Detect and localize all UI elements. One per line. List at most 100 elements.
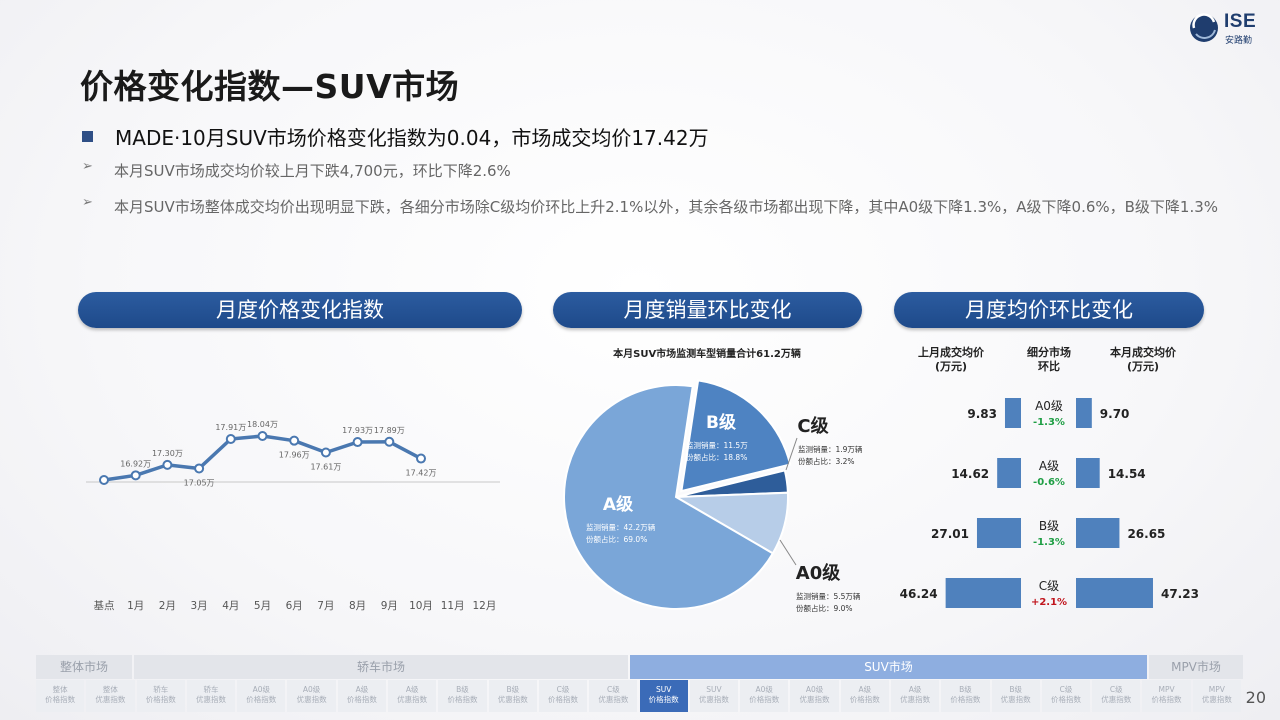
this-month-value: 26.65 — [1127, 527, 1165, 541]
last-month-value: 9.83 — [967, 407, 997, 421]
nav-sub-item-segment: MPV — [1208, 685, 1225, 694]
x-tick-label: 12月 — [472, 600, 496, 612]
header-segment-change: 细分市场 环比 — [1027, 346, 1071, 373]
slice-sales-label: 监测销量：42.2万辆 — [586, 522, 656, 532]
nav-sub-item-index: 优惠指数 — [196, 695, 227, 704]
nav-sub-item[interactable]: A级 优惠指数 — [388, 680, 437, 712]
nav-sub-item[interactable]: SUV 优惠指数 — [689, 680, 739, 712]
slice-share-label: 份额占比：69.0% — [586, 534, 647, 544]
sub-bullet-2-text: 本月SUV市场整体成交均价出现明显下跌，各细分市场除C级均价环比上升2.1%以外… — [114, 198, 1219, 216]
segment-change: -1.3% — [1033, 537, 1065, 548]
header-this-month: 本月成交均价 (万元) — [1110, 346, 1176, 373]
nav-sub-item-index: 价格指数 — [45, 695, 76, 704]
nav-sub-item[interactable]: A0级 价格指数 — [237, 680, 286, 712]
nav-sub-item[interactable]: B级 价格指数 — [941, 680, 990, 712]
nav-sub-item-index: 价格指数 — [749, 695, 780, 704]
nav-sub-item-segment: A0级 — [755, 685, 773, 694]
pie-title: 本月SUV市场监测车型销量合计61.2万辆 — [613, 347, 801, 360]
nav-sub-item-index: 优惠指数 — [1101, 695, 1132, 704]
leader-line — [779, 539, 797, 566]
nav-category-tab[interactable]: 整体市场 — [36, 655, 132, 679]
header-last-month: 上月成交均价 (万元) — [918, 346, 984, 373]
data-point — [130, 470, 141, 481]
arrow-bullet-icon: ➢ — [82, 195, 93, 210]
data-label: 17.61万 — [310, 463, 341, 472]
nav-sub-item-index: 价格指数 — [246, 695, 277, 704]
nav-sub-item[interactable]: B级 优惠指数 — [991, 680, 1040, 712]
data-point — [225, 434, 236, 445]
x-tick-label: 11月 — [441, 600, 465, 612]
main-bullet: MADE·10月SUV市场价格变化指数为0.04，市场成交均价17.42万 — [82, 122, 709, 151]
nav-sub-item[interactable]: SUV 价格指数 — [639, 680, 688, 712]
nav-sub-item[interactable]: A0级 优惠指数 — [790, 680, 839, 712]
nav-sub-item-segment: 轿车 — [153, 685, 169, 694]
page-number: 20 — [1245, 688, 1266, 707]
data-label: 16.92万 — [120, 459, 151, 468]
nav-sub-item[interactable]: A0级 优惠指数 — [287, 680, 336, 712]
slice-share-label: 份额占比：18.8% — [686, 452, 747, 462]
nav-sub-item-index: 优惠指数 — [1000, 695, 1031, 704]
nav-sub-item[interactable]: MPV 优惠指数 — [1192, 680, 1241, 712]
nav-sub-item-segment: A0级 — [302, 685, 321, 694]
nav-sub-item[interactable]: C级 价格指数 — [1041, 680, 1091, 712]
data-point — [194, 463, 205, 474]
square-bullet-icon — [82, 131, 93, 142]
ise-logo: ISE 安路勤 — [1188, 11, 1260, 46]
nav-sub-item-segment: C级 — [556, 685, 570, 694]
x-tick-label: 8月 — [349, 600, 366, 612]
pie-slice — [680, 379, 792, 493]
slice-name-label: A0级 — [796, 562, 841, 584]
nav-sub-item[interactable]: B级 优惠指数 — [488, 680, 537, 712]
nav-sub-item[interactable]: B级 价格指数 — [438, 680, 487, 712]
this-month-value: 47.23 — [1161, 587, 1199, 601]
nav-sub-item-index: 优惠指数 — [1201, 695, 1232, 704]
slice-share-label: 份额占比：3.2% — [798, 456, 855, 466]
data-point — [320, 447, 331, 458]
segment-change: -1.3% — [1033, 417, 1065, 428]
x-tick-label: 基点 — [94, 599, 115, 612]
segment-label: B级 — [1039, 519, 1059, 533]
slice-sales-label: 监测销量：5.5万辆 — [796, 591, 861, 601]
nav-sub-item[interactable]: C级 优惠指数 — [589, 680, 638, 712]
nav-sub-item-segment: A级 — [405, 685, 419, 694]
nav-sub-item[interactable]: A级 价格指数 — [337, 680, 387, 712]
nav-sub-item[interactable]: MPV 价格指数 — [1142, 680, 1191, 712]
segment-change: -0.6% — [1033, 477, 1065, 488]
nav-sub-item[interactable]: 轿车 优惠指数 — [186, 680, 236, 712]
nav-sub-item[interactable]: A级 优惠指数 — [890, 680, 940, 712]
nav-category-tab[interactable]: SUV市场 — [630, 655, 1147, 679]
nav-sub-item[interactable]: 轿车 价格指数 — [136, 680, 185, 712]
nav-sub-item-segment: A0级 — [252, 685, 270, 694]
nav-sub-item[interactable]: 整体 价格指数 — [36, 680, 85, 712]
nav-category-tab[interactable]: MPV市场 — [1149, 655, 1243, 679]
data-label: 18.04万 — [247, 420, 278, 429]
page-title: 价格变化指数—SUV市场 — [80, 67, 460, 106]
nav-sub-item-segment: B级 — [456, 685, 469, 694]
nav-sub-item-segment: MPV — [1158, 685, 1175, 694]
sub-bullet-2: ➢ 本月SUV市场整体成交均价出现明显下跌，各细分市场除C级均价环比上升2.1%… — [82, 194, 1244, 220]
nav-sub-item-segment: C级 — [1109, 685, 1123, 694]
segment-label: A级 — [1039, 459, 1059, 473]
nav-sub-item-index: 优惠指数 — [296, 695, 327, 704]
nav-sub-item[interactable]: C级 优惠指数 — [1092, 680, 1141, 712]
nav-sub-item-segment: SUV — [655, 685, 672, 694]
nav-sub-item[interactable]: C级 价格指数 — [538, 680, 588, 712]
panel-title-sales-change: 月度销量环比变化 — [553, 292, 862, 328]
last-month-value: 14.62 — [951, 467, 989, 481]
slice-share-label: 份额占比：9.0% — [796, 603, 853, 613]
this-month-bar — [1076, 518, 1120, 548]
nav-sub-item[interactable]: A级 价格指数 — [840, 680, 889, 712]
this-month-bar — [1076, 578, 1153, 608]
nav-category-tab[interactable]: 轿车市场 — [134, 655, 628, 679]
nav-sub-item[interactable]: 整体 优惠指数 — [86, 680, 135, 712]
panel-title-price-change: 月度均价环比变化 — [894, 292, 1204, 328]
x-tick-label: 7月 — [317, 600, 334, 612]
slice-name-label: C级 — [797, 415, 829, 437]
nav-sub-item-segment: B级 — [959, 685, 972, 694]
last-month-bar — [945, 578, 1021, 608]
nav-sub-item-index: 价格指数 — [1050, 695, 1081, 704]
nav-sub-item[interactable]: A0级 价格指数 — [740, 680, 789, 712]
panel-title-price-index: 月度价格变化指数 — [78, 292, 522, 328]
